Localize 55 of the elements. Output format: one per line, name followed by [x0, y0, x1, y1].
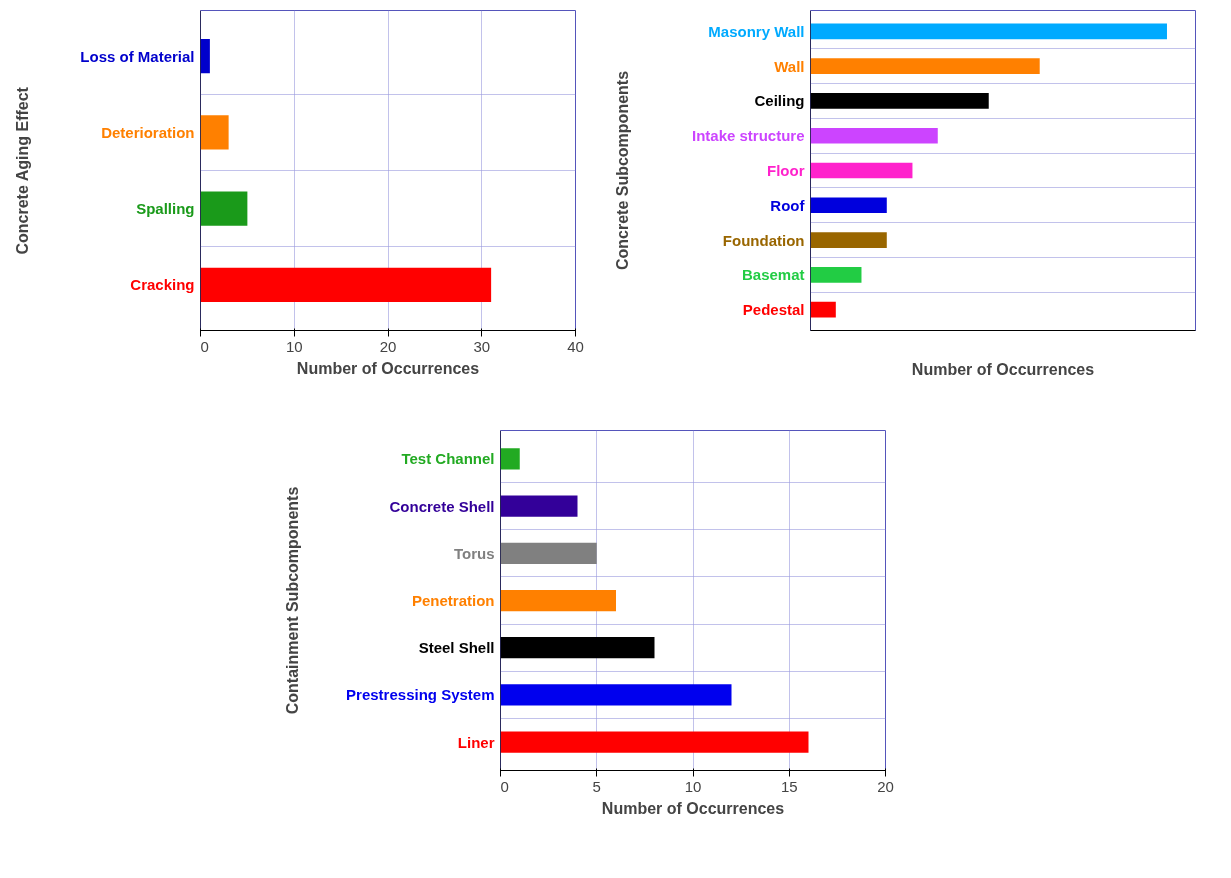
bar: [200, 39, 210, 74]
x-tick-label: 30: [473, 337, 491, 355]
y-tick-label: Ceiling: [754, 92, 805, 110]
bar: [500, 542, 597, 564]
x-tick-label: 40: [567, 337, 584, 355]
bar: [200, 191, 248, 226]
bar: [810, 301, 836, 318]
y-tick-label: Concrete Shell: [389, 497, 495, 515]
bar: [810, 58, 1040, 74]
bar: [810, 23, 1167, 40]
bar: [500, 731, 809, 753]
bar: [500, 637, 655, 659]
bar: [500, 495, 578, 517]
y-tick-label: Loss of Material: [80, 47, 195, 65]
bar: [810, 93, 989, 109]
x-tick-label: 20: [379, 337, 397, 355]
y-axis-title: Concrete Subcomponents: [613, 70, 631, 271]
y-tick-label: Liner: [457, 733, 495, 751]
bar: [810, 197, 887, 214]
y-tick-label: Floor: [767, 162, 805, 179]
y-axis-title: Containment Subcomponents: [283, 486, 301, 715]
x-axis-title: Number of Occurrences: [601, 799, 785, 817]
y-tick-label: Prestressing System: [346, 686, 495, 704]
bar: [500, 448, 520, 470]
y-tick-label: Roof: [770, 196, 806, 214]
x-tick-label: 0: [500, 777, 509, 795]
y-tick-label: Spalling: [136, 200, 195, 218]
x-axis-title: Number of Occurrences: [296, 359, 480, 377]
x-tick-label: 20: [877, 777, 894, 795]
bar: [200, 267, 492, 302]
y-tick-label: Basemat: [741, 266, 805, 284]
y-tick-label: Torus: [453, 544, 495, 562]
y-tick-label: Penetration: [411, 592, 495, 609]
y-tick-label: Cracking: [130, 276, 195, 294]
bar: [500, 589, 616, 612]
y-tick-label: Foundation: [722, 231, 805, 249]
bar: [500, 684, 732, 706]
bar: [810, 267, 862, 283]
x-tick-label: 10: [285, 337, 303, 355]
x-tick-label: 10: [684, 777, 702, 795]
x-axis-title: Number of Occurrences: [911, 360, 1095, 378]
y-axis-title: Concrete Aging Effect: [13, 86, 31, 255]
y-tick-label: Wall: [774, 57, 805, 75]
y-tick-label: Steel Shell: [418, 639, 495, 657]
y-tick-label: Pedestal: [742, 301, 805, 319]
y-tick-label: Intake structure: [691, 127, 805, 145]
y-tick-label: Masonry Wall: [708, 22, 805, 40]
bar: [200, 115, 229, 150]
x-tick-label: 15: [780, 777, 798, 795]
y-tick-label: Test Channel: [401, 450, 495, 468]
x-tick-label: 5: [592, 777, 601, 795]
bar: [810, 232, 887, 248]
y-tick-label: Deterioration: [101, 123, 195, 141]
x-tick-label: 0: [200, 337, 209, 355]
bar: [810, 127, 938, 144]
